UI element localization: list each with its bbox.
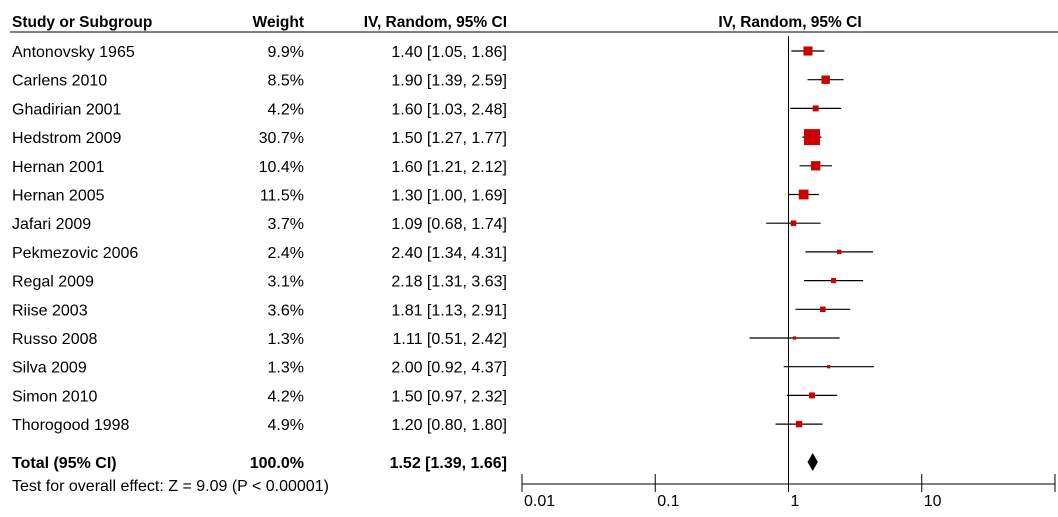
point-estimate — [820, 306, 826, 313]
point-estimate — [821, 75, 830, 84]
study-name: Riise 2003 — [12, 302, 88, 319]
study-weight: 30.7% — [259, 130, 304, 147]
study-weight: 9.9% — [268, 44, 304, 61]
study-ci: 1.09 [0.68, 1.74] — [391, 216, 507, 233]
study-name: Regal 2009 — [12, 274, 94, 291]
total-label: Total (95% CI) — [12, 455, 117, 472]
study-weight: 3.6% — [268, 302, 304, 319]
study-ci: 1.90 [1.39, 2.59] — [391, 73, 507, 90]
study-weight: 4.2% — [268, 388, 304, 405]
x-tick-label: 1 — [791, 493, 800, 510]
study-ci: 2.18 [1.31, 3.63] — [391, 274, 507, 291]
header-weight: Weight — [253, 14, 304, 31]
study-ci: 1.60 [1.03, 2.48] — [391, 101, 507, 118]
study-name: Jafari 2009 — [12, 216, 91, 233]
study-ci: 2.40 [1.34, 4.31] — [391, 245, 507, 262]
pooled-diamond — [807, 453, 818, 471]
study-name: Silva 2009 — [12, 360, 87, 377]
point-estimate — [809, 392, 815, 399]
study-ci: 1.50 [1.27, 1.77] — [391, 130, 507, 147]
point-estimate — [836, 249, 842, 255]
study-weight: 11.5% — [260, 188, 304, 205]
study-ci: 1.30 [1.00, 1.69] — [391, 188, 507, 205]
point-estimate — [803, 46, 813, 56]
point-estimate — [812, 105, 819, 112]
study-name: Hernan 2001 — [12, 159, 105, 176]
study-weight: 1.3% — [268, 360, 304, 377]
study-name: Thorogood 1998 — [12, 417, 130, 434]
overall-effect-text: Test for overall effect: Z = 9.09 (P < 0… — [12, 478, 329, 495]
study-ci: 1.11 [0.51, 2.42] — [393, 331, 507, 348]
study-weight: 10.4% — [259, 159, 304, 176]
x-tick-label: 10 — [924, 493, 942, 510]
study-ci: 1.81 [1.13, 2.91] — [391, 302, 507, 319]
study-name: Pekmezovic 2006 — [12, 245, 138, 262]
x-tick-label: 0.01 — [524, 493, 555, 510]
point-estimate — [792, 336, 797, 340]
point-estimate — [795, 420, 803, 428]
point-estimate — [798, 189, 809, 200]
total-ci: 1.52 [1.39, 1.66] — [390, 455, 507, 472]
point-estimate — [831, 278, 837, 284]
study-name: Carlens 2010 — [12, 73, 107, 90]
study-weight: 3.7% — [268, 216, 304, 233]
study-weight: 8.5% — [268, 73, 304, 90]
point-estimate — [811, 161, 821, 171]
header-study: Study or Subgroup — [12, 14, 152, 31]
study-ci: 1.60 [1.21, 2.12] — [391, 159, 507, 176]
study-name: Simon 2010 — [12, 388, 97, 405]
study-weight: 2.4% — [268, 245, 304, 262]
study-weight: 4.9% — [268, 417, 304, 434]
study-name: Hedstrom 2009 — [12, 130, 121, 147]
study-weight: 4.2% — [268, 101, 304, 118]
point-estimate — [826, 365, 831, 369]
x-tick-label: 0.1 — [657, 493, 679, 510]
study-weight: 1.3% — [268, 331, 304, 348]
header-plot: IV, Random, 95% CI — [718, 14, 861, 31]
total-weight: 100.0% — [250, 455, 304, 472]
study-ci: 1.50 [0.97, 2.32] — [391, 388, 507, 405]
study-ci: 2.00 [0.92, 4.37] — [391, 360, 507, 377]
study-name: Hernan 2005 — [12, 188, 105, 205]
header-ci: IV, Random, 95% CI — [364, 14, 507, 31]
study-name: Russo 2008 — [12, 331, 97, 348]
study-name: Antonovsky 1965 — [12, 44, 135, 61]
point-estimate — [803, 129, 820, 146]
study-ci: 1.40 [1.05, 1.86] — [391, 44, 507, 61]
study-ci: 1.20 [0.80, 1.80] — [391, 417, 507, 434]
study-weight: 3.1% — [268, 274, 304, 291]
study-name: Ghadirian 2001 — [12, 101, 122, 118]
point-estimate — [790, 220, 797, 226]
